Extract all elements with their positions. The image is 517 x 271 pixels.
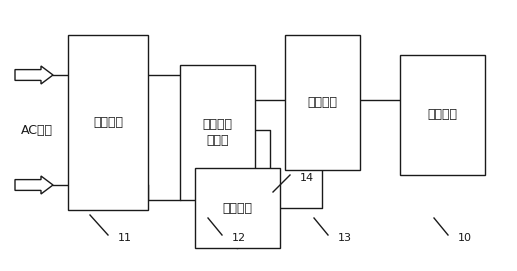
Text: 10: 10 bbox=[458, 233, 472, 243]
Text: AC输入: AC输入 bbox=[21, 124, 53, 137]
Polygon shape bbox=[15, 66, 53, 84]
Bar bbox=[180, 65, 255, 200]
Text: 12: 12 bbox=[232, 233, 246, 243]
Text: 11: 11 bbox=[118, 233, 132, 243]
Polygon shape bbox=[15, 176, 53, 194]
Text: 被控设备: 被控设备 bbox=[428, 108, 458, 121]
Text: 线电压检
测模块: 线电压检 测模块 bbox=[203, 118, 233, 147]
Bar bbox=[285, 35, 360, 170]
Text: 13: 13 bbox=[338, 233, 352, 243]
Bar bbox=[400, 55, 485, 175]
Text: 14: 14 bbox=[300, 173, 314, 183]
Bar bbox=[195, 168, 280, 248]
Text: 供电模块: 供电模块 bbox=[93, 116, 123, 129]
Bar bbox=[68, 35, 148, 210]
Text: 无线模块: 无线模块 bbox=[222, 202, 252, 215]
Text: 控制模块: 控制模块 bbox=[308, 96, 338, 109]
